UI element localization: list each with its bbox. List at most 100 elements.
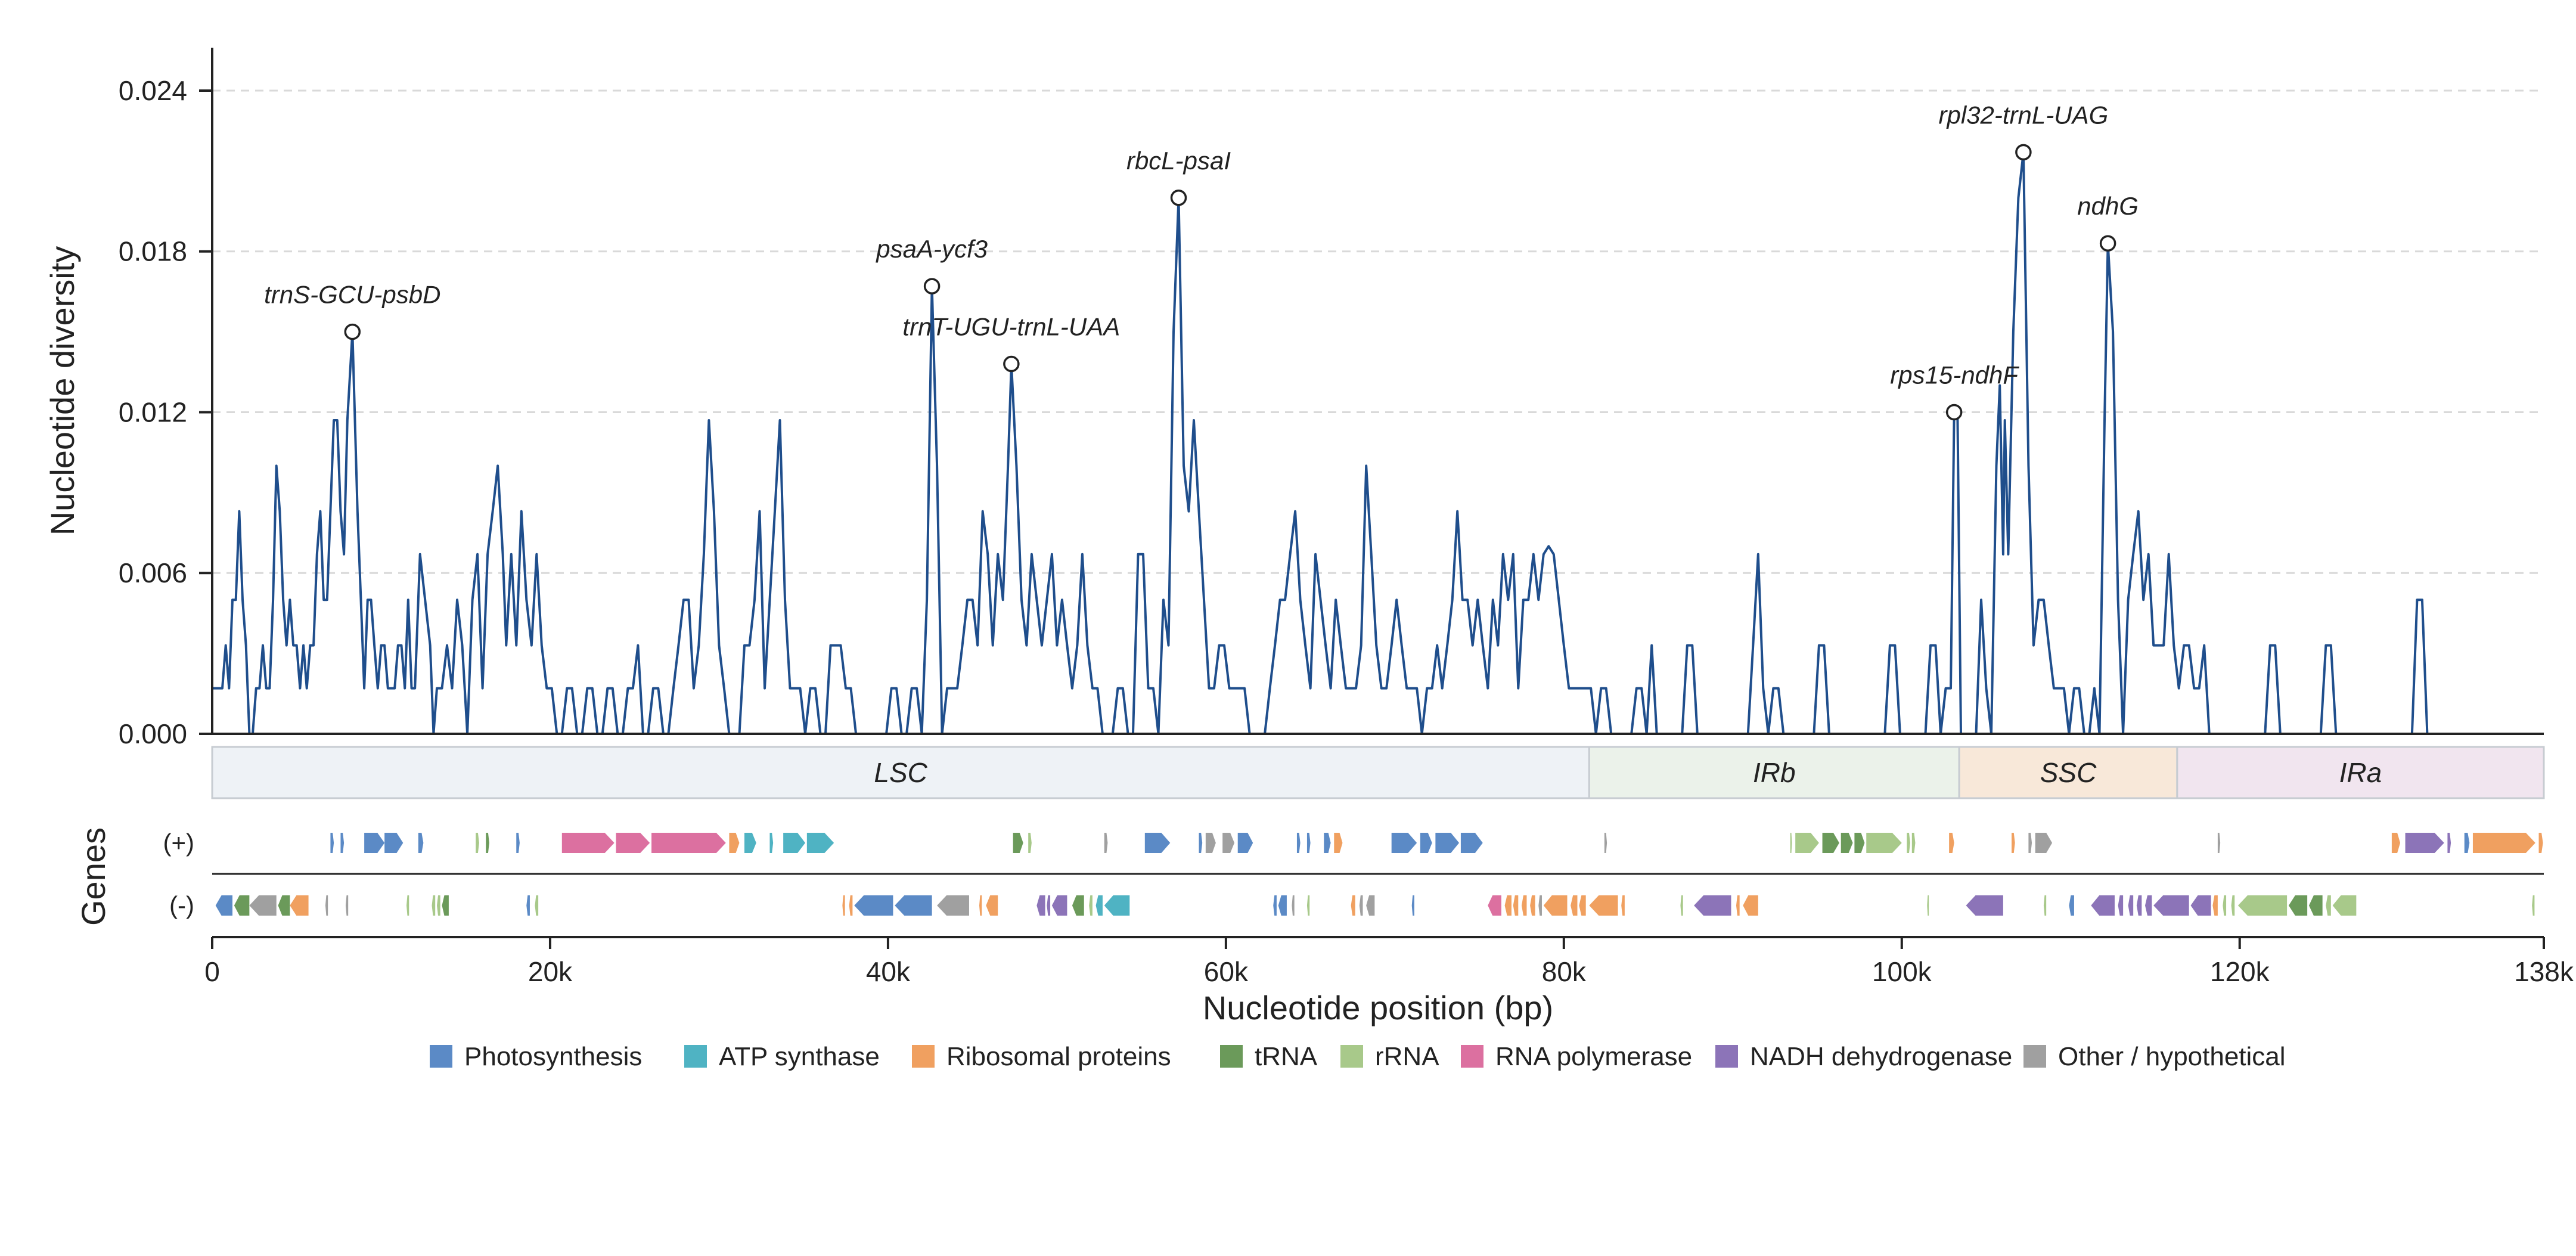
gene-arrow [2326, 895, 2331, 916]
legend-swatch [684, 1045, 707, 1068]
gene-arrow [2237, 895, 2288, 916]
x-axis-title: Nucleotide position (bp) [1203, 989, 1553, 1026]
gene-arrow [1013, 833, 1023, 853]
gene-arrow [418, 833, 424, 853]
gene-arrow [2532, 895, 2535, 916]
gene-arrow [1144, 833, 1171, 853]
gene-arrow [406, 895, 409, 916]
gene-arrow [2464, 833, 2470, 853]
gene-arrow [516, 833, 520, 853]
gene-arrow [1579, 895, 1586, 916]
x-tick-label: 120k [2210, 956, 2270, 987]
gene-arrow [2012, 833, 2015, 853]
gene-arrow [1296, 833, 1301, 853]
gene-arrow [486, 833, 489, 853]
gene-arrow [1273, 895, 1277, 916]
gene-arrow [1822, 833, 1839, 853]
peak-marker [923, 278, 941, 294]
gene-arrow [2391, 833, 2401, 853]
gene-arrow [432, 895, 436, 916]
y-tick-label: 0.024 [119, 75, 187, 106]
gene-arrow [2091, 895, 2115, 916]
gene-arrow [1028, 833, 1032, 853]
gene-arrow [442, 895, 449, 916]
legend-label: rRNA [1375, 1042, 1439, 1071]
x-tick-label: 80k [1542, 956, 1587, 987]
gene-arrow [1743, 895, 1758, 916]
gene-arrow [2028, 833, 2032, 853]
gene-arrow [2035, 833, 2053, 853]
gene-arrow [234, 895, 250, 916]
gene-arrow [1051, 895, 1067, 916]
region-block [2176, 746, 2545, 799]
gene-arrow [842, 895, 845, 916]
gene-arrow [1949, 833, 1954, 853]
gene-arrow [2405, 833, 2444, 853]
legend-label: NADH dehydrogenase [1750, 1042, 2012, 1071]
peak-label: trnT-UGU-trnL-UAA [902, 313, 1120, 341]
x-tick-label: 138k [2514, 956, 2574, 987]
peak-label: ndhG [2077, 192, 2139, 220]
gene-arrow [1694, 895, 1731, 916]
region-track: LSC IRb SSC IRa [211, 746, 2545, 799]
gene-arrow [1854, 833, 1865, 853]
gene-arrow [249, 895, 277, 916]
gene-arrow [729, 833, 740, 853]
gene-arrow [561, 833, 614, 853]
legend-label: ATP synthase [719, 1042, 880, 1071]
gene-arrow [1095, 895, 1103, 916]
legend-swatch [430, 1045, 452, 1068]
gene-arrow [2217, 833, 2221, 853]
gene-arrow [535, 895, 539, 916]
gene-arrow [1604, 833, 1607, 853]
gene-arrow [1351, 895, 1355, 916]
gene-arrow [1199, 833, 1203, 853]
gene-arrow [2136, 895, 2142, 916]
gene-arrow [1488, 895, 1501, 916]
gene-arrow [2128, 895, 2134, 916]
gene-arrow [651, 833, 726, 853]
gene-arrow [986, 895, 998, 916]
legend-swatch [912, 1045, 935, 1068]
gene-arrow [330, 833, 334, 853]
x-tick-label: 60k [1204, 956, 1249, 987]
gene-arrow [937, 895, 969, 916]
gene-arrow [2288, 895, 2308, 916]
gene-arrow [2212, 895, 2218, 916]
region-label: SSC [2040, 757, 2097, 788]
gene-arrow [616, 833, 650, 853]
gene-arrow [1072, 895, 1084, 916]
gene-arrow [2308, 895, 2323, 916]
legend-label: RNA polymerase [1495, 1042, 1692, 1071]
gene-arrow [1366, 895, 1375, 916]
gene-arrow [1680, 895, 1683, 916]
x-tick-label: 20k [528, 956, 573, 987]
gene-arrow [1104, 833, 1108, 853]
peak-marker [1945, 404, 1963, 421]
gene-track: Genes (+) (-) [75, 827, 2544, 926]
legend-swatch [1715, 1045, 1738, 1068]
gene-arrow [1621, 895, 1625, 916]
gene-arrow [1036, 895, 1045, 916]
peak-label: trnS-GCU-psbD [264, 281, 440, 309]
gene-arrow [1538, 895, 1542, 916]
y-tick-label: 0.012 [119, 396, 187, 427]
legend: Photosynthesis ATP synthase Ribosomal prot… [430, 1042, 2286, 1071]
gene-arrow [979, 895, 982, 916]
gene-arrow [1966, 895, 2003, 916]
strand-label-plus: (+) [163, 829, 195, 857]
gene-arrow [1911, 833, 1916, 853]
gene-arrow [1795, 833, 1819, 853]
gene-arrow [1420, 833, 1432, 853]
legend-label: Photosynthesis [464, 1042, 642, 1071]
gene-arrow [1334, 833, 1343, 853]
legend-label: tRNA [1255, 1042, 1318, 1071]
gene-arrow [2043, 895, 2047, 916]
gene-arrow [1589, 895, 1618, 916]
peak-marker [344, 323, 361, 340]
legend-swatch [1340, 1045, 1363, 1068]
grid-layer [212, 89, 2544, 574]
gene-arrow [2153, 895, 2189, 916]
gene-arrow [1513, 895, 1519, 916]
